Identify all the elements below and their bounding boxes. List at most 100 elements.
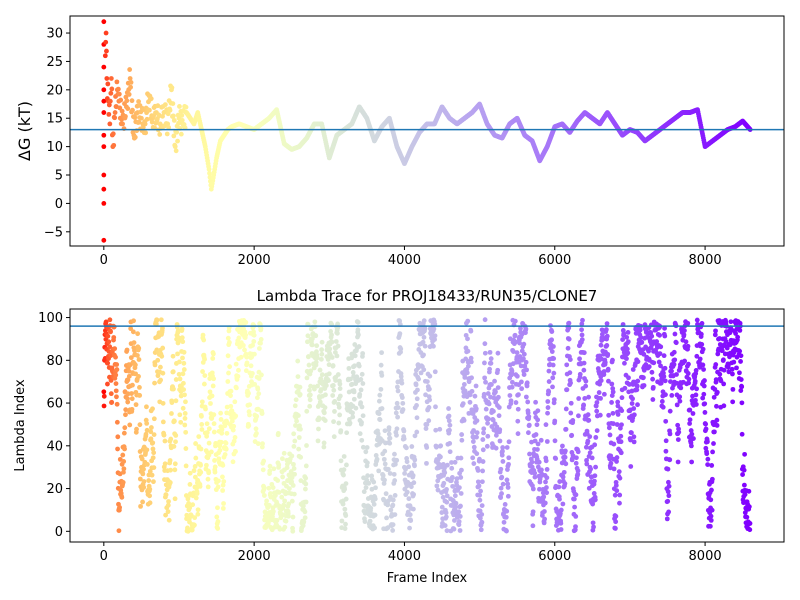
lambda-trace-point	[330, 393, 336, 398]
lambda-trace-point	[482, 317, 488, 323]
lambda-trace-point	[307, 387, 312, 393]
lambda-trace-point	[577, 371, 583, 377]
lambda-trace-point	[219, 430, 225, 436]
free-energy-point	[104, 48, 109, 54]
lambda-trace-point	[556, 484, 562, 490]
lambda-trace-point	[610, 357, 615, 363]
free-energy-point	[104, 76, 110, 81]
lambda-trace-point	[512, 332, 518, 338]
lambda-trace-point	[646, 364, 652, 370]
lambda-trace-point	[222, 452, 228, 457]
lambda-trace-point	[500, 445, 506, 450]
lambda-trace-point	[525, 399, 531, 405]
free-energy-point	[179, 117, 185, 123]
lambda-trace-point	[169, 411, 174, 416]
lambda-trace-point	[500, 481, 506, 487]
lambda-trace-point	[507, 393, 513, 398]
lambda-trace-point	[421, 334, 427, 340]
free-energy-point	[144, 116, 150, 122]
lambda-trace-point	[737, 348, 743, 354]
lambda-trace-point	[450, 475, 455, 480]
lambda-trace-point	[121, 430, 127, 436]
lambda-trace-point	[609, 393, 615, 398]
lambda-trace-point	[140, 499, 146, 505]
lambda-trace-point	[713, 362, 719, 367]
lambda-trace-point	[233, 385, 239, 391]
lambda-trace-point	[206, 440, 212, 446]
lambda-trace-point	[176, 337, 182, 343]
free-energy-point	[148, 96, 154, 102]
lambda-trace-point	[141, 485, 147, 490]
lambda-trace-point	[141, 466, 146, 472]
lambda-trace-point	[258, 337, 264, 342]
lambda-trace-point	[476, 483, 482, 489]
lambda-trace-point	[412, 433, 418, 439]
lambda-trace-point	[533, 399, 539, 405]
lambda-trace-point	[236, 335, 242, 341]
lambda-trace-point	[475, 468, 481, 473]
lambda-trace-point	[524, 367, 529, 373]
lambda-trace-point	[260, 467, 266, 473]
lambda-trace-point	[332, 409, 337, 414]
lambda-trace-point	[677, 398, 683, 404]
lambda-trace-point	[179, 335, 185, 341]
lambda-trace-point	[344, 430, 350, 436]
lambda-trace-point	[343, 513, 349, 518]
lambda-trace-point	[316, 415, 322, 421]
lambda-trace-point	[444, 487, 449, 492]
lambda-trace-point	[252, 351, 257, 357]
lambda-trace-point	[335, 321, 341, 327]
free-energy-y-ticks: −5 0 5 10 15 20 25 30	[44, 27, 70, 240]
lambda-trace-point	[613, 519, 619, 525]
lambda-trace-point	[581, 367, 587, 373]
lambda-trace-point	[735, 334, 741, 340]
lambda-trace-point	[518, 379, 524, 385]
lambda-trace-point	[506, 455, 512, 461]
lambda-trace-point	[266, 502, 272, 508]
free-energy-point	[110, 131, 116, 137]
lambda-trace-point	[148, 436, 154, 442]
lambda-trace-point	[258, 340, 263, 346]
lambda-trace-point	[191, 468, 197, 474]
lambda-trace-point	[589, 455, 595, 461]
lambda-trace-point	[256, 346, 262, 351]
lambda-trace-point	[233, 361, 239, 367]
lambda-trace-point	[212, 469, 218, 475]
lambda-trace-point	[314, 355, 320, 361]
lambda-trace-point	[221, 501, 226, 506]
lambda-trace-point	[173, 439, 178, 445]
lambda-trace-point	[486, 416, 491, 422]
lambda-trace-point	[449, 465, 455, 471]
lambda-trace-point	[729, 366, 735, 372]
free-energy-point	[101, 64, 107, 70]
lambda-trace-point	[462, 375, 468, 380]
lambda-trace-point	[465, 348, 471, 354]
lambda-trace-point	[496, 405, 502, 410]
free-energy-point	[108, 76, 114, 81]
lambda-trace-point	[447, 422, 453, 428]
lambda-trace-point	[432, 321, 438, 327]
lambda-trace-point	[506, 461, 511, 467]
lambda-trace-point	[672, 357, 678, 363]
lambda-trace-point	[215, 505, 220, 511]
free-energy-point	[175, 138, 180, 144]
lambda-trace-point	[503, 514, 509, 520]
lambda-trace-point	[144, 427, 150, 433]
lambda-trace-point	[155, 373, 161, 379]
lambda-trace-point	[592, 473, 598, 479]
lambda-trace-point	[456, 509, 462, 515]
lambda-trace-point	[538, 437, 544, 443]
lambda-trace-point	[199, 422, 205, 427]
lambda-trace-point	[292, 471, 297, 477]
lambda-trace-point	[608, 465, 613, 471]
lambda-trace-point	[599, 327, 605, 333]
lambda-trace-point	[354, 374, 360, 380]
lambda-trace-point	[126, 368, 132, 374]
lambda-trace-point	[549, 349, 555, 354]
lambda-trace-point	[386, 431, 392, 437]
lambda-trace-point	[182, 416, 188, 421]
lambda-trace-point	[568, 410, 574, 416]
lambda-trace-point	[541, 494, 547, 500]
lambda-trace-point	[480, 437, 486, 442]
free-energy-point	[170, 113, 176, 119]
